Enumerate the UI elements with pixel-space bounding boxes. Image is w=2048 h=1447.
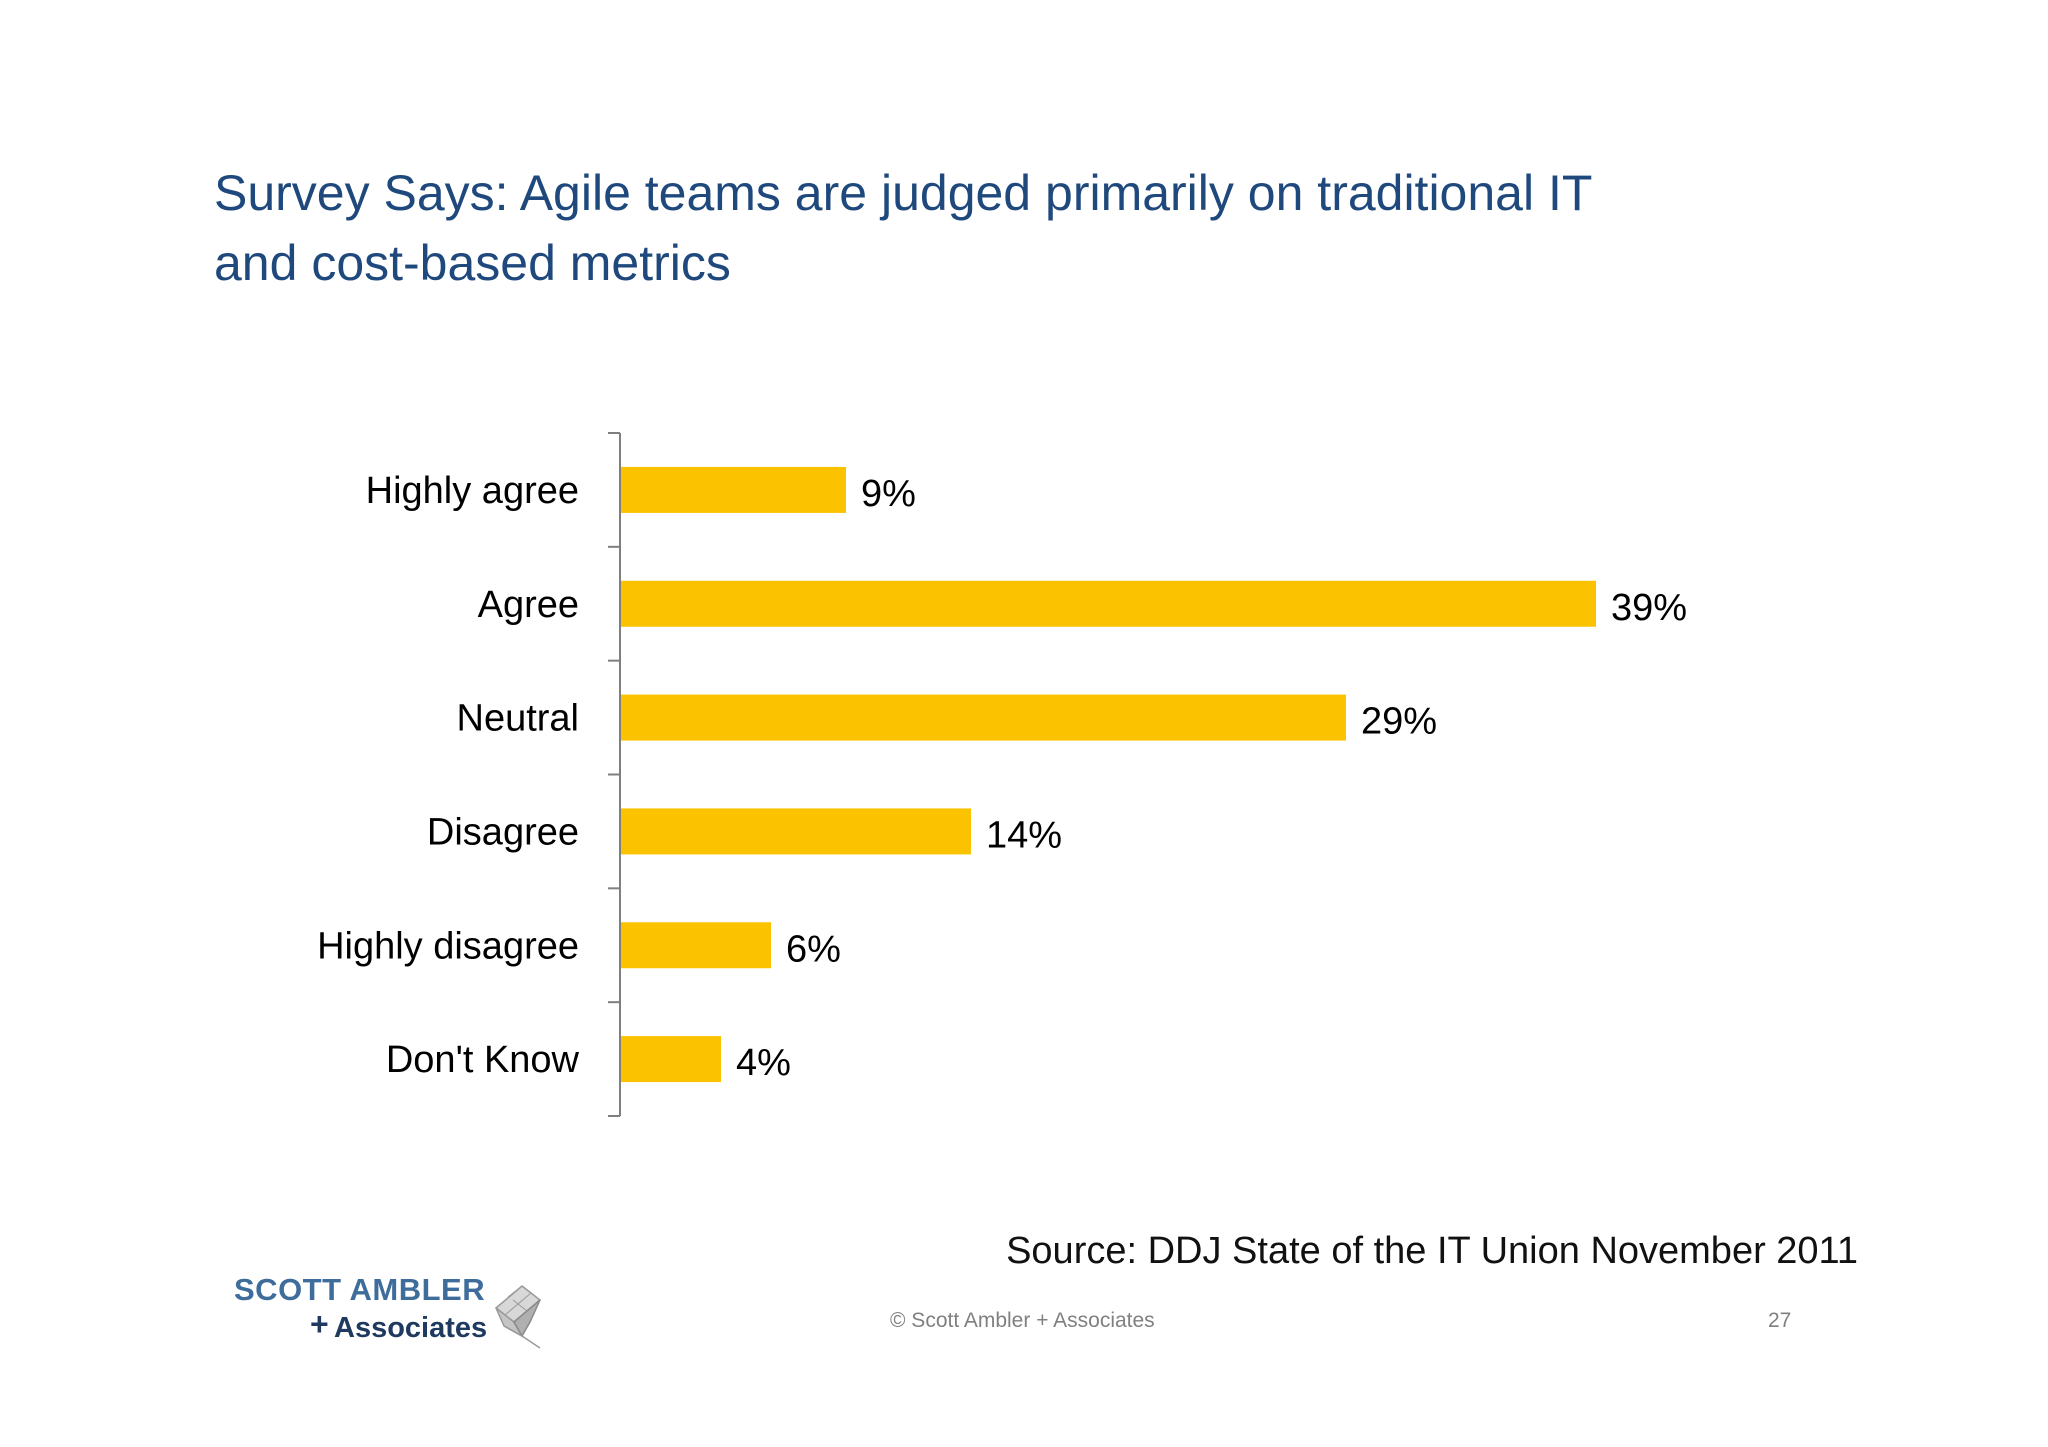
bar-4: [621, 808, 971, 855]
category-label: Neutral: [457, 698, 580, 740]
data-label: 9%: [861, 473, 916, 515]
bar-5: [621, 922, 771, 969]
logo-name: SCOTT AMBLER: [234, 1272, 486, 1307]
category-label: Agree: [478, 584, 579, 626]
data-label: 6%: [786, 928, 841, 970]
category-label: Don't Know: [386, 1039, 580, 1081]
bar-2: [621, 580, 1596, 627]
data-label: 14%: [986, 814, 1062, 856]
slide-title-line-2: and cost-based metrics: [214, 235, 731, 291]
slide-title: Survey Says: Agile teams are judged prim…: [214, 158, 1794, 298]
logo-diamond-icon: [494, 1285, 542, 1349]
bar-6: [621, 1036, 721, 1083]
footer-copyright: © Scott Ambler + Associates: [890, 1309, 1155, 1332]
data-label: 39%: [1611, 587, 1687, 629]
bar-1: [621, 466, 846, 513]
category-label: Highly agree: [366, 470, 579, 512]
bar-3: [621, 694, 1346, 741]
data-label: 4%: [736, 1042, 791, 1084]
slide-title-line-1: Survey Says: Agile teams are judged prim…: [214, 165, 1593, 221]
category-label: Disagree: [427, 811, 579, 853]
logo-plus: +: [310, 1306, 329, 1342]
company-logo: SCOTT AMBLER + Associates: [234, 1270, 544, 1350]
category-label: Highly disagree: [317, 925, 579, 967]
data-label: 29%: [1361, 701, 1437, 743]
page-number: 27: [1768, 1309, 1792, 1332]
logo-associates: Associates: [334, 1312, 488, 1344]
source-note: Source: DDJ State of the IT Union Novemb…: [1006, 1230, 1858, 1272]
